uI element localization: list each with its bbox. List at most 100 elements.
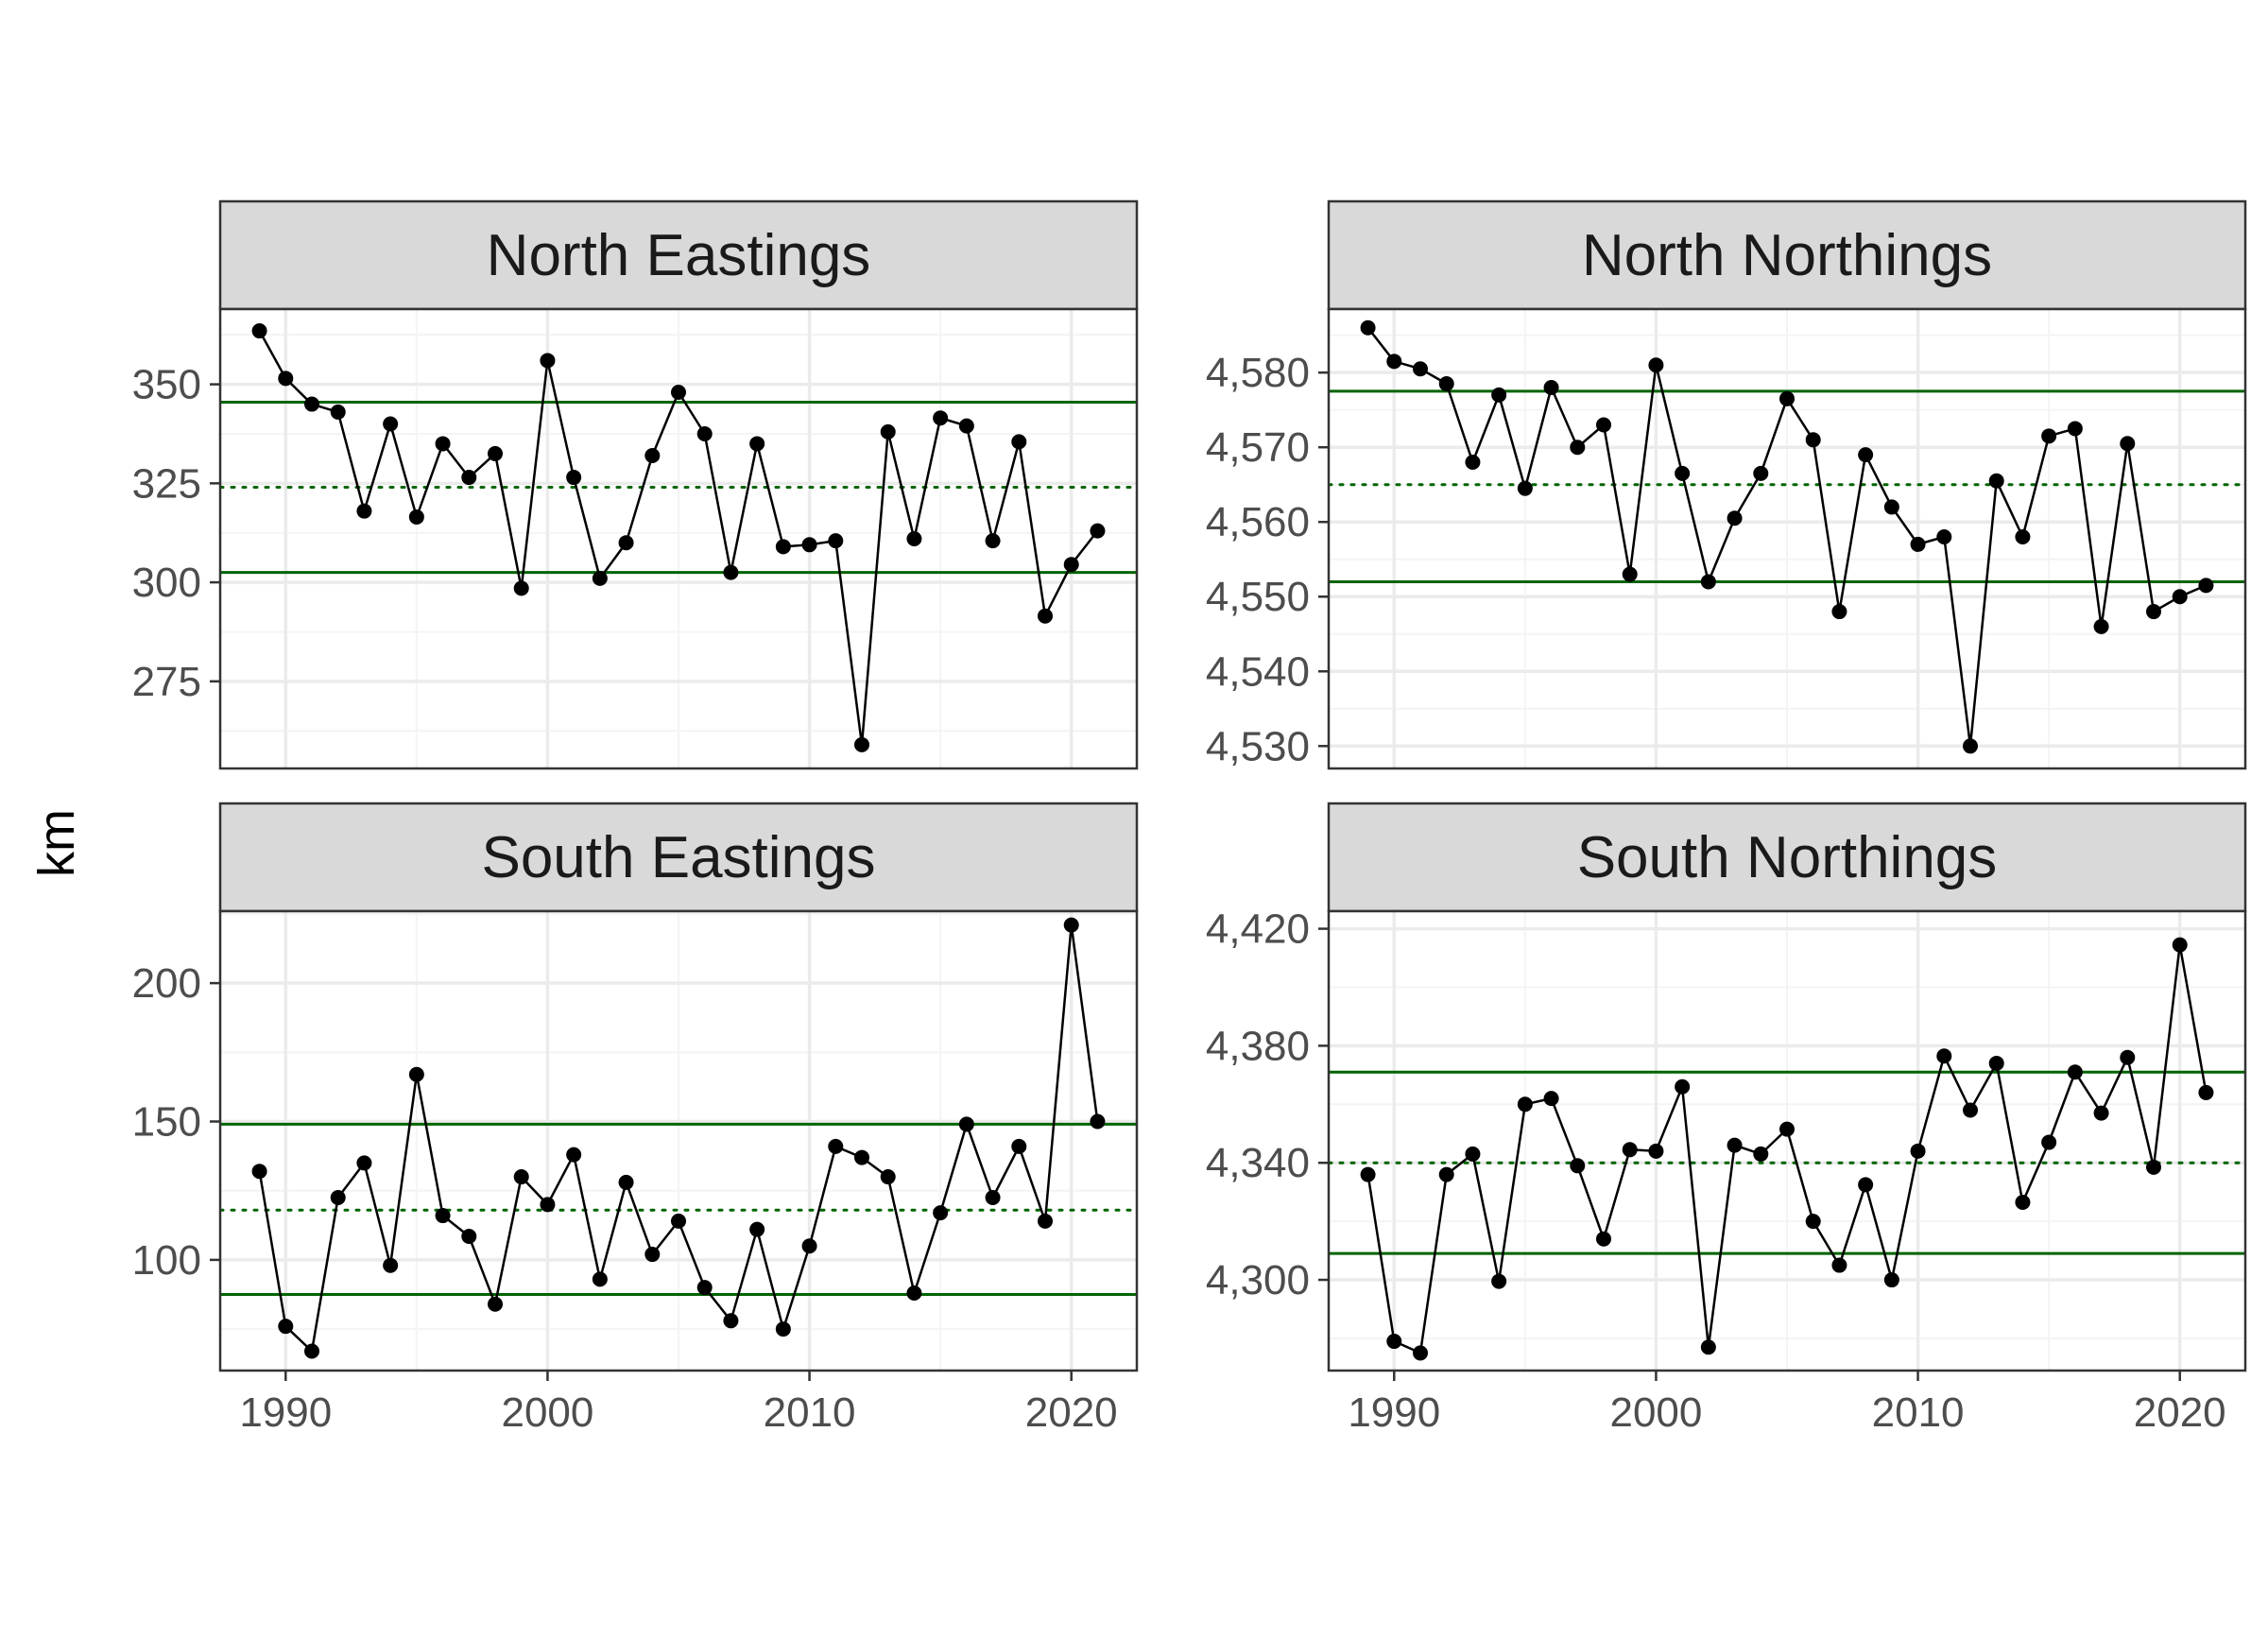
data-point-south-eastings-2015 (933, 1205, 949, 1221)
data-point-north-eastings-1995 (408, 509, 424, 525)
data-point-north-eastings-1991 (304, 396, 319, 412)
data-point-south-northings-1996 (1543, 1091, 1559, 1107)
data-point-north-northings-1999 (1622, 566, 1638, 582)
data-point-north-eastings-1989 (251, 323, 267, 339)
data-point-north-eastings-2002 (592, 570, 608, 586)
data-point-south-northings-2021 (2198, 1084, 2214, 1100)
data-point-north-eastings-2018 (1011, 434, 1027, 450)
y-tick-label-south-eastings: 150 (132, 1099, 201, 1146)
data-point-south-northings-2007 (1831, 1257, 1847, 1273)
panel-border-north-northings (1327, 307, 2247, 770)
strip-north-northings (1327, 199, 2247, 311)
data-point-south-northings-2011 (1936, 1048, 1952, 1064)
data-point-south-northings-1992 (1438, 1166, 1454, 1182)
data-point-north-eastings-2019 (1038, 608, 1053, 624)
data-point-south-northings-1991 (1413, 1345, 1428, 1361)
data-point-north-eastings-2010 (801, 537, 817, 553)
data-point-south-eastings-1991 (304, 1343, 319, 1359)
strip-south-northings (1327, 802, 2247, 913)
x-tick-label-south-eastings: 1990 (239, 1389, 332, 1436)
plot-content-south-eastings (220, 911, 1137, 1371)
data-point-north-eastings-1992 (330, 404, 346, 420)
y-tick-label-north-northings: 4,550 (1206, 574, 1310, 620)
y-tick-label-north-northings: 4,540 (1206, 648, 1310, 695)
data-point-north-northings-2010 (1910, 536, 1926, 552)
x-tick-label-south-eastings: 2010 (764, 1389, 856, 1436)
data-point-north-northings-1996 (1543, 379, 1559, 395)
data-point-south-eastings-2013 (880, 1169, 896, 1185)
data-point-south-northings-1989 (1360, 1166, 1376, 1182)
data-point-north-eastings-2021 (1090, 523, 1106, 539)
data-point-north-eastings-2014 (906, 531, 922, 546)
data-point-north-northings-1997 (1570, 440, 1586, 456)
data-point-south-northings-2006 (1805, 1214, 1821, 1230)
data-point-north-northings-2004 (1753, 465, 1769, 481)
data-point-north-northings-2005 (1779, 390, 1795, 406)
panel-north-eastings: North Eastings 275 300 325 350 (132, 199, 1139, 770)
strip-title-south-eastings: South Eastings (481, 825, 875, 890)
y-tick-label-south-eastings: 100 (132, 1237, 201, 1284)
data-point-south-eastings-1995 (408, 1066, 424, 1082)
data-point-north-eastings-2004 (644, 448, 661, 464)
data-point-north-northings-2013 (1988, 473, 2004, 489)
data-point-south-northings-2008 (1858, 1177, 1874, 1193)
data-point-north-eastings-2007 (723, 564, 739, 580)
data-point-south-eastings-2004 (644, 1247, 661, 1263)
x-tick-label-south-eastings: 2020 (1025, 1389, 1118, 1436)
y-tick-label-north-northings: 4,560 (1206, 499, 1310, 545)
data-point-north-northings-2006 (1805, 432, 1821, 448)
plot-content-north-northings (1329, 309, 2245, 768)
data-point-south-northings-2012 (1963, 1102, 1978, 1118)
data-point-north-eastings-2020 (1063, 557, 1079, 573)
data-point-south-northings-2002 (1700, 1339, 1716, 1355)
panel-south-eastings: South Eastings 100 150 200 1990 2000 2010 2020 (132, 802, 1139, 1436)
data-point-north-northings-2014 (2015, 529, 2031, 545)
data-point-north-northings-2011 (1936, 529, 1952, 545)
panel-border-south-northings (1327, 909, 2247, 1372)
data-point-south-eastings-2006 (696, 1280, 713, 1296)
data-point-north-northings-1991 (1413, 361, 1428, 377)
data-point-south-eastings-1999 (513, 1169, 529, 1185)
strip-title-south-northings: South Northings (1577, 825, 1998, 890)
data-point-south-eastings-1989 (251, 1164, 267, 1180)
data-point-north-northings-2012 (1963, 738, 1978, 754)
panel-border-north-eastings (218, 307, 1139, 770)
data-point-north-northings-2016 (2067, 421, 2083, 437)
facet-panels: North Eastings 275 300 325 350 North Northing… (132, 199, 2247, 1436)
y-tick-label-north-eastings: 275 (132, 659, 201, 705)
data-point-south-eastings-2010 (801, 1238, 817, 1254)
data-point-south-eastings-2007 (723, 1313, 739, 1329)
x-tick-label-south-northings: 2000 (1609, 1389, 1702, 1436)
x-tick-label-south-northings: 2010 (1872, 1389, 1965, 1436)
data-point-south-eastings-2005 (671, 1213, 686, 1229)
data-point-north-northings-1994 (1491, 387, 1507, 403)
data-point-south-northings-2016 (2067, 1064, 2083, 1080)
y-tick-label-north-eastings: 350 (132, 362, 201, 408)
data-point-north-eastings-2001 (566, 470, 582, 486)
data-point-south-eastings-2008 (749, 1221, 765, 1237)
data-point-south-eastings-2018 (1011, 1138, 1027, 1154)
data-point-south-northings-2015 (2041, 1134, 2057, 1150)
data-point-south-northings-1999 (1622, 1142, 1638, 1158)
data-point-north-eastings-2005 (671, 384, 686, 400)
data-point-north-eastings-2017 (985, 533, 1001, 549)
data-point-south-eastings-1997 (461, 1229, 477, 1245)
data-point-north-eastings-1996 (435, 436, 451, 452)
panel-south-northings: South Northings 4,300 4,340 4,380 4,420 1990 2… (1206, 802, 2247, 1436)
data-point-south-northings-2020 (2172, 937, 2188, 953)
data-point-north-northings-1998 (1596, 417, 1611, 433)
data-point-south-northings-2003 (1727, 1137, 1743, 1153)
strip-south-eastings (218, 802, 1139, 913)
data-point-north-northings-2007 (1831, 604, 1847, 620)
data-point-south-eastings-2016 (958, 1116, 974, 1132)
data-point-south-eastings-2009 (775, 1321, 791, 1337)
data-point-south-northings-1993 (1465, 1146, 1481, 1162)
data-point-south-eastings-2012 (854, 1149, 869, 1165)
data-point-north-eastings-2008 (749, 436, 765, 452)
data-point-north-eastings-1997 (461, 470, 477, 486)
data-point-north-northings-1995 (1517, 480, 1533, 496)
data-point-south-northings-2005 (1779, 1121, 1795, 1137)
data-point-south-northings-2013 (1988, 1055, 2004, 1071)
y-tick-label-north-eastings: 325 (132, 460, 201, 507)
